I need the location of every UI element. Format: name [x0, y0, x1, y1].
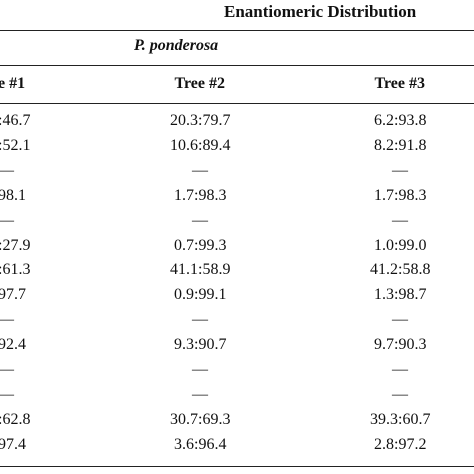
- cell: —: [192, 211, 208, 229]
- cell: 2.8:97.2: [374, 435, 427, 453]
- column-header: Tree #3: [374, 75, 426, 92]
- rule: [0, 103, 474, 104]
- cell: —: [392, 385, 408, 403]
- cell: 97.7: [0, 286, 26, 304]
- group-heading: P. ponderosa: [134, 37, 219, 54]
- cell: —: [392, 361, 408, 378]
- cell: —: [192, 311, 208, 329]
- cell: 1.7:98.3: [374, 186, 427, 204]
- cell: —: [0, 211, 14, 231]
- cell: 1.0:99.0: [374, 236, 427, 254]
- cell: —: [0, 360, 14, 380]
- cell: —: [392, 211, 408, 229]
- cell: 41.1:58.9: [170, 261, 231, 279]
- cell: 1.7:98.3: [174, 186, 227, 204]
- cell: 92.4: [0, 336, 26, 354]
- column-header: e #1: [0, 75, 26, 92]
- cell: 9.3:90.7: [174, 336, 227, 354]
- cell: 41.2:58.8: [370, 261, 431, 279]
- cell: —: [0, 385, 14, 405]
- cell: —: [392, 161, 408, 179]
- cell: :62.8: [0, 410, 31, 428]
- cell: 98.1: [0, 186, 26, 204]
- cell: —: [392, 311, 408, 329]
- cell: :61.3: [0, 261, 31, 279]
- cell: 20.3:79.7: [170, 112, 231, 129]
- cell: —: [192, 161, 208, 179]
- cell: —: [192, 385, 208, 403]
- cell: 10.6:89.4: [170, 136, 231, 154]
- cell: 1.3:98.7: [374, 286, 427, 304]
- cell: 9.7:90.3: [374, 336, 427, 354]
- cell: 3.6:96.4: [174, 435, 227, 453]
- cell: 0.9:99.1: [174, 286, 227, 304]
- cell: :52.1: [0, 136, 31, 154]
- cell: —: [192, 361, 208, 378]
- cell: :27.9: [0, 236, 31, 254]
- rule: [0, 466, 474, 467]
- cell: 39.3:60.7: [370, 410, 431, 428]
- cell: 0.7:99.3: [174, 236, 227, 254]
- table-title: Enantiomeric Distribution: [224, 2, 417, 21]
- cell: 6.2:93.8: [374, 112, 427, 129]
- cell: —: [0, 161, 14, 181]
- rule: [0, 30, 474, 31]
- cell: 30.7:69.3: [170, 410, 231, 428]
- cell: 97.4: [0, 435, 26, 453]
- cell: 8.2:91.8: [374, 136, 427, 154]
- rule: [0, 65, 474, 66]
- cell: —: [0, 310, 14, 330]
- cell: :46.7: [0, 112, 31, 129]
- column-header: Tree #2: [174, 75, 226, 92]
